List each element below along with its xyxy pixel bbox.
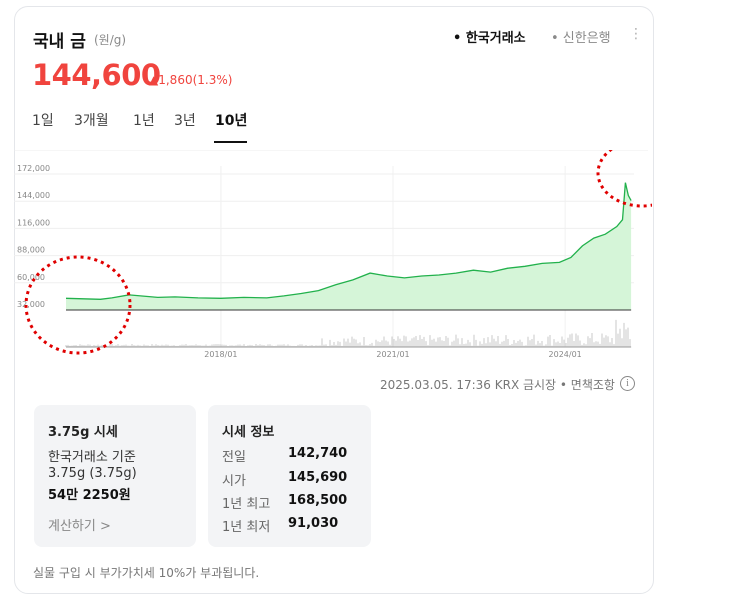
quote-info-box: 시세 정보 전일 142,740 시가 145,690 1년 최고 168,50… xyxy=(208,405,371,547)
chart-vgrid xyxy=(220,166,566,347)
annotation-ellipse-left xyxy=(24,255,132,355)
page-title: 국내 금 xyxy=(33,32,86,52)
calculate-link[interactable]: 계산하기 > xyxy=(48,519,111,534)
prev-close-label: 전일 xyxy=(222,450,246,465)
tab-1year[interactable]: 1년 xyxy=(133,113,155,129)
weight-label: 3.75g (3.75g) xyxy=(48,466,137,481)
x-tick-label: 2021/01 xyxy=(376,350,409,359)
price-chart[interactable]: 32,00060,00088,000116,000144,000172,000 … xyxy=(14,150,652,370)
y-axis-labels: 32,000 60,000 88,000 116,000 144,000 172,000 xyxy=(17,164,50,309)
year-low-label: 1년 최저 xyxy=(222,520,271,535)
volume-bars xyxy=(65,319,631,347)
x-axis-labels: 2018/01 2021/01 2024/01 xyxy=(204,350,581,359)
tab-3years[interactable]: 3년 xyxy=(174,113,196,129)
price-area xyxy=(66,182,632,310)
annotation-ellipse-top-right xyxy=(596,150,652,208)
price-change: ▲1,860(1.3%) xyxy=(149,73,233,87)
basis-label: 한국거래소 기준 xyxy=(48,450,136,465)
kebab-icon[interactable]: ⋮ xyxy=(629,26,643,42)
y-tick-label: 116,000 xyxy=(17,218,50,227)
unit-label: (원/g) xyxy=(94,33,127,47)
source-krx-tab[interactable]: • 한국거래소 xyxy=(453,31,526,46)
open-value: 145,690 xyxy=(288,470,348,485)
gram-price-value: 54만 2250원 xyxy=(48,488,131,503)
prev-close-value: 142,740 xyxy=(288,446,348,461)
vat-footnote: 실물 구입 시 부가가치세 10%가 부과됩니다. xyxy=(33,566,260,580)
price-line xyxy=(65,182,632,300)
x-tick-label: 2024/01 xyxy=(549,350,582,359)
gram-price-box: 3.75g 시세 한국거래소 기준 3.75g (3.75g) 54만 2250… xyxy=(34,405,196,547)
info-icon[interactable]: i xyxy=(620,376,635,391)
year-high-label: 1년 최고 xyxy=(222,497,271,512)
as-of-timestamp: 2025.03.05. 17:36 KRX 금시장 • 면책조항 xyxy=(380,378,615,392)
current-price: 144,600 xyxy=(32,58,161,92)
y-tick-label: 172,000 xyxy=(17,164,50,173)
y-tick-label: 60,000 xyxy=(17,273,45,282)
source-shinhan-tab[interactable]: • 신한은행 xyxy=(551,31,611,46)
tab-10years[interactable]: 10년 xyxy=(215,113,248,129)
box-title: 시세 정보 xyxy=(222,425,275,440)
y-tick-label: 144,000 xyxy=(17,191,50,200)
year-high-value: 168,500 xyxy=(288,493,348,508)
x-tick-label: 2018/01 xyxy=(204,350,237,359)
y-tick-label: 32,000 xyxy=(17,300,45,309)
y-tick-label: 88,000 xyxy=(17,246,45,255)
tab-3months[interactable]: 3개월 xyxy=(74,113,109,129)
open-label: 시가 xyxy=(222,474,246,489)
tab-1day[interactable]: 1일 xyxy=(32,113,54,129)
year-low-value: 91,030 xyxy=(288,516,339,531)
active-tab-underline xyxy=(214,141,247,143)
box-title: 3.75g 시세 xyxy=(48,425,118,440)
